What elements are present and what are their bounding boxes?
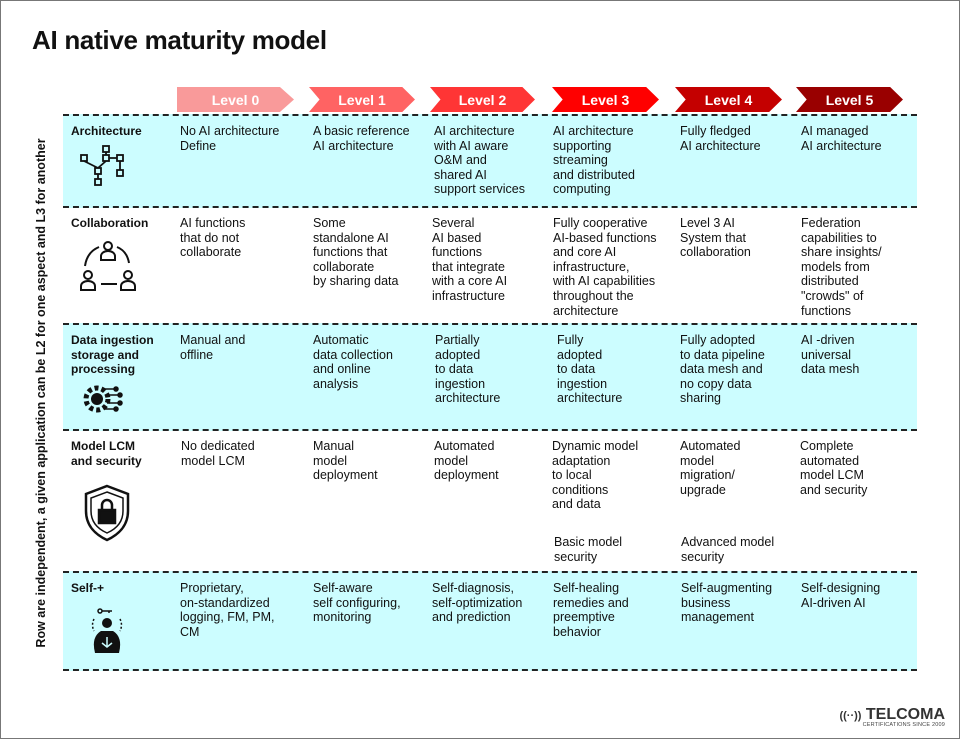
row-label: Self-+ — [71, 581, 105, 595]
cell-l1: Some standalone AI functions that collab… — [313, 216, 399, 289]
cell-l2: Several AI based functions that integrat… — [432, 216, 508, 303]
data-processing-gear-icon — [83, 385, 123, 413]
cell-l0: Manual and offline — [180, 333, 246, 362]
architecture-hierarchy-icon — [80, 145, 124, 186]
level-5-header: Level 5 — [796, 87, 903, 112]
row-label: Collaboration — [71, 216, 149, 230]
cell-l1: Manual model deployment — [313, 439, 378, 483]
row-architecture: Architecture No AI architecture Define A… — [63, 114, 917, 208]
cell-l3: Self-healing remedies and preemptive beh… — [553, 581, 629, 639]
level-4-header: Level 4 — [675, 87, 782, 112]
cell-l5: Federation capabilities to share insight… — [801, 216, 882, 318]
cell-l5: AI -driven universal data mesh — [801, 333, 860, 377]
side-note: Row are independent, a given application… — [34, 138, 48, 648]
logo-tagline: CERTIFICATIONS SINCE 2009 — [862, 722, 945, 728]
cell-l4: Self-augmenting business management — [681, 581, 773, 625]
cell-l5: AI managed AI architecture — [801, 124, 882, 153]
cell-l1: A basic reference AI architecture — [313, 124, 410, 153]
cell-l4: Fully adopted to data pipeline data mesh… — [680, 333, 765, 406]
row-data-ingestion: Data ingestion storage and processing Ma… — [63, 323, 917, 431]
signal-waves-icon: ((··)) — [839, 710, 862, 722]
cell-l3: Fully adopted to data ingestion architec… — [557, 333, 623, 406]
page-title: AI native maturity model — [32, 25, 327, 55]
row-label: Data ingestion storage and processing — [71, 333, 154, 377]
cell-l5: Self-designing AI-driven AI — [801, 581, 881, 610]
cell-l5: Complete automated model LCM and securit… — [800, 439, 868, 497]
row-self: Self-+ Proprietary, on-standardized logg… — [63, 571, 917, 671]
cell-l2: Partially adopted to data ingestion arch… — [435, 333, 501, 406]
self-meditation-key-icon — [91, 608, 123, 653]
level-3-header: Level 3 — [552, 87, 659, 112]
row-model-lcm: Model LCM and security No dedicated mode… — [63, 429, 917, 573]
cell-l2: AI architecture with AI aware O&M and sh… — [434, 124, 526, 197]
row-collaboration: Collaboration AI functions that do not c… — [63, 206, 917, 325]
cell-l0: No dedicated model LCM — [181, 439, 255, 468]
cell-l4: Level 3 AI System that collaboration — [680, 216, 751, 260]
cell-l0: No AI architecture Define — [180, 124, 280, 153]
cell-l0: AI functions that do not collaborate — [180, 216, 246, 260]
level-2-header: Level 2 — [430, 87, 535, 112]
cell-l2: Automated model deployment — [434, 439, 499, 483]
cell-l1: Automatic data collection and online ana… — [313, 333, 393, 391]
logo-name: TELCOMA — [865, 706, 945, 723]
cell-l3: AI architecture supporting streaming and… — [553, 124, 636, 197]
cell-l2: Self-diagnosis, self-optimization and pr… — [432, 581, 523, 625]
cell-l4: Fully fledged AI architecture — [680, 124, 761, 153]
level-0-header: Level 0 — [177, 87, 294, 112]
row-label: Architecture — [71, 124, 142, 138]
cell-l4-security: Advanced model security — [681, 535, 775, 564]
cell-l3: Fully cooperative AI-based functions and… — [553, 216, 657, 318]
row-label: Model LCM and security — [71, 439, 142, 468]
cell-l3-security: Basic model security — [554, 535, 623, 564]
cell-l3: Dynamic model adaptation to local condit… — [552, 439, 639, 512]
cell-l4: Automated model migration/ upgrade — [680, 439, 741, 497]
level-1-header: Level 1 — [309, 87, 415, 112]
telcoma-logo: ((··)) TELCOMA CERTIFICATIONS SINCE 2009 — [839, 706, 945, 728]
team-collaboration-icon — [80, 241, 136, 291]
cell-l0: Proprietary, on-standardized logging, FM… — [180, 581, 275, 639]
cell-l1: Self-aware self configuring, monitoring — [313, 581, 401, 625]
security-shield-lock-icon — [84, 484, 130, 542]
